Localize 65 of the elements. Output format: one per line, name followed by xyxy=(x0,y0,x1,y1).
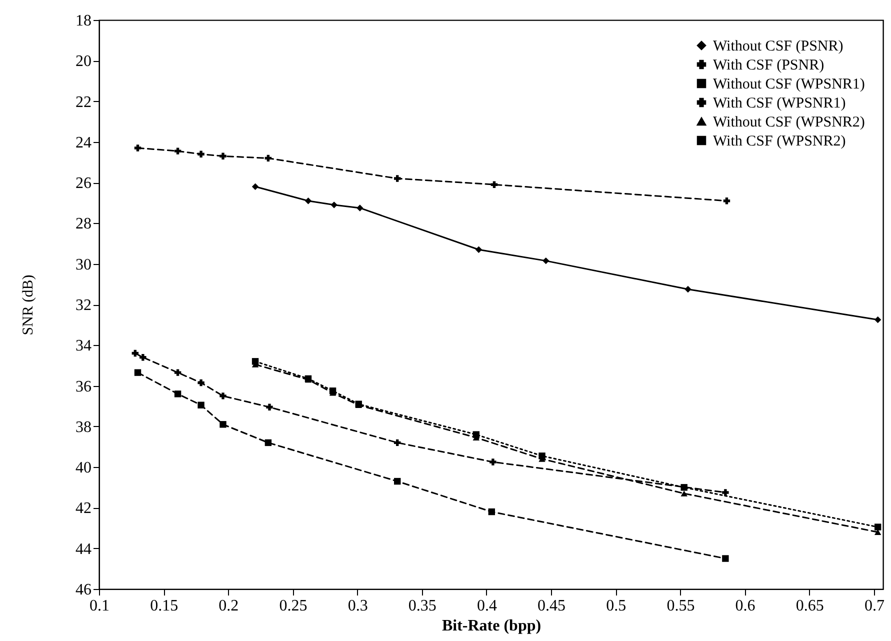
point xyxy=(220,421,226,428)
point xyxy=(198,379,204,386)
point xyxy=(874,529,882,536)
point xyxy=(680,490,688,496)
x-axis-title: Bit-Rate (bpp) xyxy=(442,618,542,634)
legend-label: Without CSF (WPSNR2) xyxy=(713,114,865,130)
point xyxy=(198,402,204,408)
point xyxy=(722,555,729,562)
x-tick-label: 0.4 xyxy=(476,598,497,614)
point xyxy=(394,478,401,485)
x-tick-label: 0.55 xyxy=(666,598,695,614)
point xyxy=(394,439,401,446)
point xyxy=(264,154,272,162)
x-tick-label: 0.65 xyxy=(796,598,824,614)
x-tick-label: 0.35 xyxy=(408,598,436,614)
point xyxy=(488,508,495,516)
x-tick-label: 0.25 xyxy=(279,598,308,614)
legend-label: With CSF (WPSNR2) xyxy=(713,134,846,150)
point xyxy=(174,148,182,154)
x-tick-label: 0.15 xyxy=(150,598,178,614)
point xyxy=(264,439,272,446)
point xyxy=(723,198,730,204)
point xyxy=(174,390,182,398)
y-tick-label: 42 xyxy=(76,500,92,518)
y-tick-label: 30 xyxy=(76,256,92,274)
point xyxy=(198,150,204,158)
point xyxy=(174,369,182,376)
y-tick-label: 46 xyxy=(76,582,92,598)
y-tick-label: 18 xyxy=(76,12,92,30)
point xyxy=(266,404,273,410)
legend-label: Without CSF (WPSNR1) xyxy=(713,76,865,92)
point xyxy=(874,524,882,530)
legend-label: With CSF (PSNR) xyxy=(713,58,824,74)
y-tick-label: 32 xyxy=(76,297,92,314)
x-tick-label: 0.6 xyxy=(735,598,756,614)
point xyxy=(134,144,142,152)
point xyxy=(140,354,146,361)
y-tick-label: 26 xyxy=(76,175,92,192)
y-tick-label: 44 xyxy=(76,540,92,558)
y-tick-label: 38 xyxy=(76,418,92,436)
x-tick-label: 0.5 xyxy=(606,598,626,614)
x-tick-label: 0.2 xyxy=(218,598,239,614)
point xyxy=(490,458,496,466)
y-tick-label: 24 xyxy=(76,134,92,152)
y-tick-label: 34 xyxy=(76,338,92,355)
x-tick-label: 0.1 xyxy=(90,598,110,614)
point xyxy=(394,175,401,182)
legend-label: Without CSF (PSNR) xyxy=(713,38,844,54)
legend-label: With CSF (WPSNR1) xyxy=(713,96,846,112)
point xyxy=(722,489,729,496)
x-tick-label: 0.3 xyxy=(348,598,368,614)
y-tick-label: 20 xyxy=(76,53,92,70)
y-tick-label: 40 xyxy=(76,460,92,477)
x-tick-label: 0.45 xyxy=(538,598,566,614)
point xyxy=(220,392,226,400)
point xyxy=(134,369,142,376)
point xyxy=(220,152,226,160)
x-tick-label: 0.7 xyxy=(864,598,884,614)
y-axis-title: SNR (dB) xyxy=(20,274,36,336)
y-tick-label: 36 xyxy=(76,378,92,396)
y-tick-label: 22 xyxy=(76,94,92,111)
y-tick-label: 28 xyxy=(76,216,92,233)
point xyxy=(490,181,498,188)
point xyxy=(132,350,139,357)
point xyxy=(680,484,688,491)
